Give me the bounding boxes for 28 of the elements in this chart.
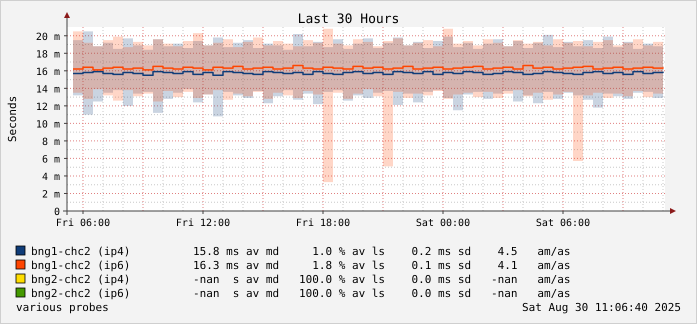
y-tick-label: 10 m [36,119,60,130]
y-tick-label: 16 m [36,66,60,78]
x-tick-label: Fri 18:00 [296,218,350,229]
legend-label: bng2-chc2 (ip4) [31,273,130,286]
y-tick-label: 8 m [42,136,60,148]
y-tick-label: 0 [54,207,60,218]
y-tick-label: 14 m [36,84,60,96]
x-tick-label: Fri 06:00 [56,218,110,229]
text: -nan s av md 100.0 % av ls 0.0 ms sd -nan am/as [193,273,570,286]
text: various probes [16,301,109,314]
y-tick-label: 4 m [42,172,60,183]
y-axis-title: Seconds [6,96,19,142]
y-tick-label: 6 m [42,154,60,166]
x-tick-label: Sat 06:00 [536,218,590,229]
chart-title: Last 30 Hours [298,12,400,27]
legend-label: bng1-chc2 (ip4) [31,245,130,258]
y-tick-label: 18 m [36,49,60,60]
text: 16.3 ms av md 1.8 % av ls 0.1 ms sd 4.1 am/as [193,259,570,272]
x-tick-label: Fri 12:00 [176,218,230,229]
text: 15.8 ms av md 1.0 % av ls 0.2 ms sd 4.5 am/as [193,245,570,258]
text: Sat Aug 30 11:06:40 2025 [522,301,681,314]
y-tick-label: 12 m [36,102,60,113]
text: -nan s av md 100.0 % av ls 0.0 ms sd -nan am/as [193,287,570,300]
legend-label: bng2-chc2 (ip6) [31,287,130,300]
y-tick-label: 20 m [36,32,60,43]
y-tick-label: 2 m [42,189,60,200]
legend-label: bng1-chc2 (ip6) [31,259,130,272]
x-tick-label: Sat 00:00 [416,218,470,229]
